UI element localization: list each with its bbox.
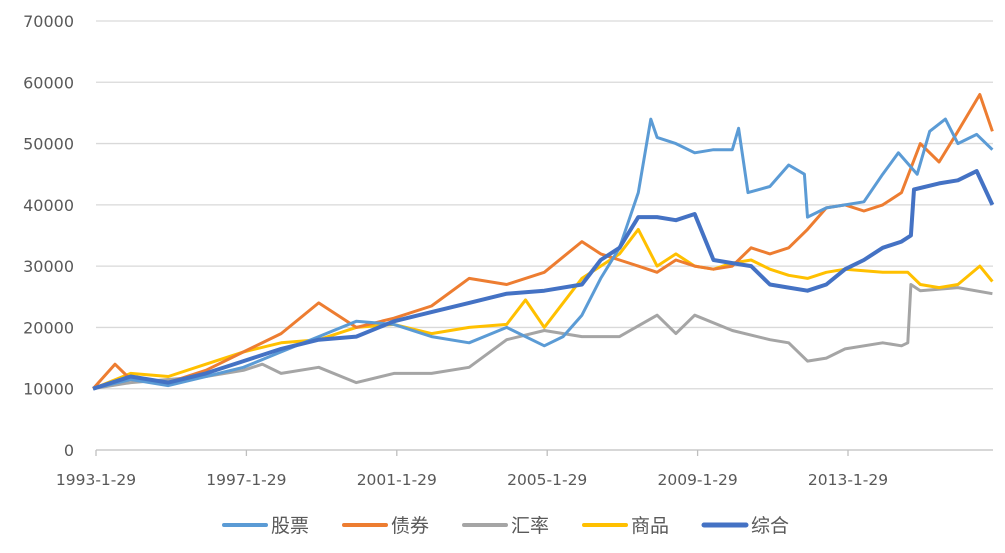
series-line-2 [92, 283, 993, 391]
x-tick-label: 2001-1-29 [357, 471, 437, 489]
y-tick-label: 20000 [23, 318, 74, 337]
series-line-0 [92, 117, 994, 391]
x-tick-label: 2005-1-29 [507, 471, 587, 489]
legend-item: 商品 [582, 515, 669, 537]
legend-label: 股票 [271, 515, 309, 537]
y-tick-label: 70000 [23, 12, 74, 31]
y-tick-label: 60000 [23, 73, 74, 92]
legend-item: 股票 [222, 515, 309, 537]
legend: 股票 债券 汇率 商品 综合 [222, 515, 789, 537]
y-axis: 0 10000 20000 30000 40000 50000 60000 70000 [23, 12, 74, 460]
legend-label: 综合 [751, 515, 789, 537]
x-tick-label: 1993-1-29 [56, 471, 136, 489]
legend-item: 综合 [701, 515, 789, 537]
x-tick-label: 1997-1-29 [206, 471, 286, 489]
y-tick-label: 10000 [23, 380, 74, 399]
legend-item: 债券 [342, 515, 429, 537]
series-line-4 [92, 169, 995, 391]
y-tick-label: 40000 [23, 196, 74, 215]
legend-label: 商品 [631, 515, 669, 537]
y-tick-label: 50000 [23, 135, 74, 154]
y-tick-label: 30000 [23, 257, 74, 276]
legend-label: 汇率 [511, 515, 549, 537]
x-tick-label: 2009-1-29 [657, 471, 737, 489]
x-axis: 1993-1-29 1997-1-29 2001-1-29 2005-1-29 2009… [56, 449, 993, 489]
legend-label: 债券 [391, 515, 429, 537]
series-lines [91, 93, 995, 391]
y-tick-label: 0 [64, 441, 74, 460]
gridlines [96, 20, 993, 390]
x-tick-label: 2013-1-29 [808, 471, 888, 489]
legend-item: 汇率 [462, 515, 549, 537]
series-line-1 [91, 93, 994, 390]
